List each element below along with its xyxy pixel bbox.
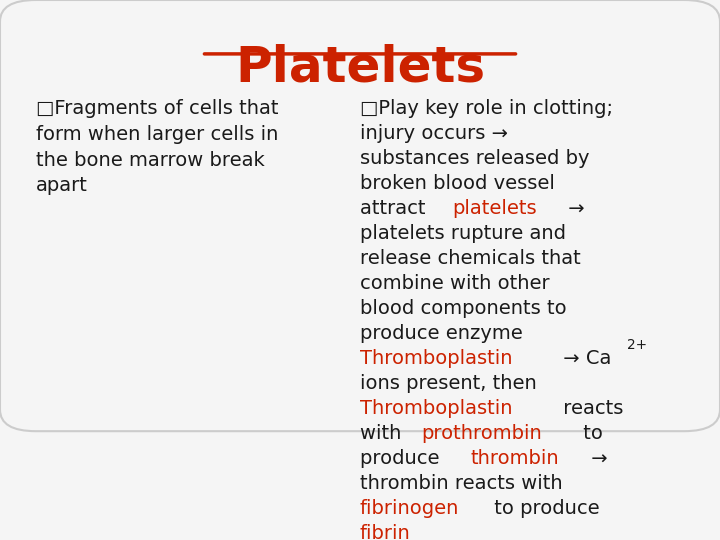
Text: injury occurs →: injury occurs → [360,124,508,143]
Text: fibrinogen: fibrinogen [360,500,459,518]
Text: → Ca: → Ca [557,349,611,368]
Text: reacts: reacts [557,399,623,418]
Text: combine with other: combine with other [360,274,549,293]
Text: prothrombin: prothrombin [421,424,542,443]
Text: thrombin: thrombin [471,449,559,468]
Text: produce: produce [360,449,446,468]
FancyBboxPatch shape [0,0,720,431]
Text: thrombin reacts with: thrombin reacts with [360,474,562,494]
Text: substances released by: substances released by [360,149,590,168]
Text: blood components to: blood components to [360,299,567,318]
Text: Platelets: Platelets [235,43,485,91]
Text: →: → [585,449,608,468]
Text: with: with [360,424,408,443]
Text: Thromboplastin: Thromboplastin [360,399,513,418]
Text: produce enzyme: produce enzyme [360,324,523,343]
Text: □Play key role in clotting;: □Play key role in clotting; [360,99,613,118]
Text: □Fragments of cells that
form when larger cells in
the bone marrow break
apart: □Fragments of cells that form when large… [36,99,279,195]
Text: →: → [562,199,585,218]
Text: fibrin: fibrin [360,524,410,540]
Text: broken blood vessel: broken blood vessel [360,174,555,193]
Text: release chemicals that: release chemicals that [360,249,581,268]
Text: 2+: 2+ [627,339,647,353]
Text: to produce: to produce [488,500,600,518]
Text: platelets rupture and: platelets rupture and [360,224,566,243]
Text: platelets: platelets [453,199,537,218]
Text: attract: attract [360,199,432,218]
Text: ions present, then: ions present, then [360,374,536,393]
Text: to: to [577,424,603,443]
Text: Thromboplastin: Thromboplastin [360,349,513,368]
